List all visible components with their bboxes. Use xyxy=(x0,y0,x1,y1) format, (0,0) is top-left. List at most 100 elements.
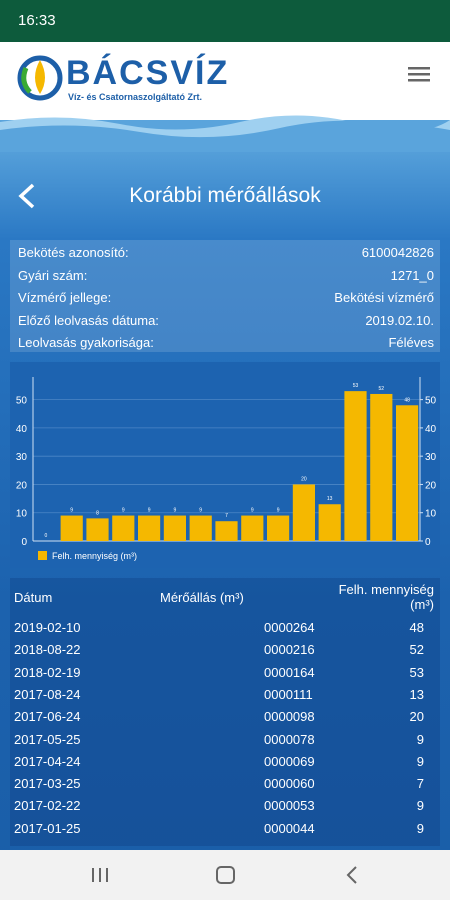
info-row: Gyári szám: 1271_0 xyxy=(18,265,434,287)
bar xyxy=(370,393,393,541)
table-cell: 2017-05-25 xyxy=(14,731,81,747)
info-value: Bekötési vízmérő xyxy=(334,290,434,305)
table-cell: 0000078 xyxy=(264,731,315,747)
table-cell: 0000098 xyxy=(264,709,315,725)
info-value: 1271_0 xyxy=(390,267,434,283)
table-cell: 13 xyxy=(409,686,424,702)
bar xyxy=(163,515,186,541)
value-label: 9 xyxy=(199,508,202,514)
bar xyxy=(189,515,212,541)
column-header: Dátum xyxy=(14,590,53,605)
bar xyxy=(112,515,135,541)
y-tick-label: 10 xyxy=(16,509,28,520)
table-cell: 0000164 xyxy=(264,664,315,680)
table-cell: 9 xyxy=(416,820,424,836)
table-cell: 7 xyxy=(416,776,424,792)
table-cell: 9 xyxy=(416,731,424,747)
table-cell: 20 xyxy=(409,709,424,725)
info-row: Vízmérő jellege: Bekötési vízmérő xyxy=(18,287,434,309)
value-label: 13 xyxy=(327,496,333,502)
value-label: 7 xyxy=(225,513,228,519)
table-cell: 2017-02-22 xyxy=(14,798,81,814)
y-tick-label: 20 xyxy=(16,480,28,491)
bar xyxy=(60,515,83,541)
bar xyxy=(318,504,341,541)
y2-tick-label: 20 xyxy=(425,480,437,491)
value-label: 8 xyxy=(96,510,99,516)
status-bar: 16:33 xyxy=(0,0,450,42)
readings-table: Dátum Mérőállás (m³) Felh. mennyiség (m³) 2… xyxy=(10,578,440,846)
value-label: 9 xyxy=(122,508,125,514)
y2-tick-label: 10 xyxy=(425,509,437,520)
bar xyxy=(344,391,367,541)
table-cell: 0000053 xyxy=(264,798,315,814)
y-tick-label: 0 xyxy=(21,537,27,548)
table-cell: 2018-08-22 xyxy=(14,642,81,658)
column-header: Felh. mennyiség (m³) xyxy=(338,582,434,612)
info-row: Bekötés azonosító: 6100042826 xyxy=(18,242,434,264)
table-cell: 2017-06-24 xyxy=(14,709,81,725)
table-cell: 53 xyxy=(409,664,424,680)
info-label: Vízmérő jellege: xyxy=(18,290,112,305)
table-cell: 2017-03-25 xyxy=(14,776,81,792)
bar xyxy=(292,484,315,541)
brand-tagline: Víz- és Csatornaszolgáltató Zrt. xyxy=(68,92,203,102)
header: BÁCSVÍZ Víz- és Csatornaszolgáltató Zrt. xyxy=(0,42,450,120)
info-label: Bekötés azonosító: xyxy=(18,245,129,260)
navigation-bar xyxy=(0,850,450,900)
table-cell: 52 xyxy=(409,642,424,658)
bar xyxy=(86,518,109,541)
page-title: Korábbi mérőállások xyxy=(129,184,321,207)
value-label: 53 xyxy=(353,383,359,389)
table-cell: 2018-02-19 xyxy=(14,664,81,680)
table-cell: 0000060 xyxy=(264,776,315,792)
back-button[interactable] xyxy=(16,182,38,210)
bar xyxy=(396,405,419,541)
bar xyxy=(241,515,264,541)
y2-tick-label: 40 xyxy=(425,424,437,435)
info-label: Gyári szám: xyxy=(18,267,88,283)
table-cell: 9 xyxy=(416,798,424,814)
table-cell: 0000111 xyxy=(264,686,313,702)
info-row: Leolvasás gyakorisága: Féléves xyxy=(18,332,434,354)
table-cell: 9 xyxy=(416,753,424,769)
chart: 0 10 20 30 40 50 0 10 20 30 40 50 0 9 8 9 9 9 9 7 9 9 20 13 53 52… xyxy=(10,362,440,568)
info-row: Előző leolvasás dátuma: 2019.02.10. xyxy=(18,310,434,332)
info-value: 2019.02.10. xyxy=(365,312,434,328)
table-cell: 2017-08-24 xyxy=(14,686,81,702)
y2-tick-label: 50 xyxy=(425,396,437,407)
bar xyxy=(215,521,238,541)
wave-banner xyxy=(0,115,450,152)
y2-tick-label: 30 xyxy=(425,452,437,463)
info-label: Leolvasás gyakorisága: xyxy=(18,335,154,350)
value-label: 9 xyxy=(251,508,254,514)
table-cell: 2019-02-10 xyxy=(14,620,81,635)
table-cell: 48 xyxy=(409,620,424,635)
value-label: 20 xyxy=(301,476,307,482)
y-tick-label: 40 xyxy=(16,424,28,435)
y-tick-label: 30 xyxy=(16,452,28,463)
legend-label: Felh. mennyiség (m³) xyxy=(52,551,137,561)
value-label: 9 xyxy=(174,508,177,514)
value-label: 9 xyxy=(277,508,280,514)
y2-tick-label: 0 xyxy=(425,537,431,548)
bar xyxy=(267,515,290,541)
table-cell: 0000044 xyxy=(264,820,315,836)
table-cell: 0000264 xyxy=(264,620,315,635)
table-cell: 2017-04-24 xyxy=(14,753,81,769)
column-header: Mérőállás (m³) xyxy=(160,590,244,605)
logo-icon xyxy=(17,55,63,101)
info-label: Előző leolvasás dátuma: xyxy=(18,312,159,328)
value-label: 9 xyxy=(148,508,151,514)
menu-button[interactable] xyxy=(408,66,430,82)
y-tick-label: 50 xyxy=(16,396,28,407)
table-cell: 0000069 xyxy=(264,753,315,769)
table-cell: 0000216 xyxy=(264,642,315,658)
value-label: 48 xyxy=(404,397,410,403)
nav-icons xyxy=(92,866,357,884)
meter-info: Bekötés azonosító: 6100042826 Gyári szám: 1… xyxy=(10,240,440,352)
bar xyxy=(138,515,161,541)
legend-swatch xyxy=(38,551,47,560)
status-time: 16:33 xyxy=(18,12,56,29)
